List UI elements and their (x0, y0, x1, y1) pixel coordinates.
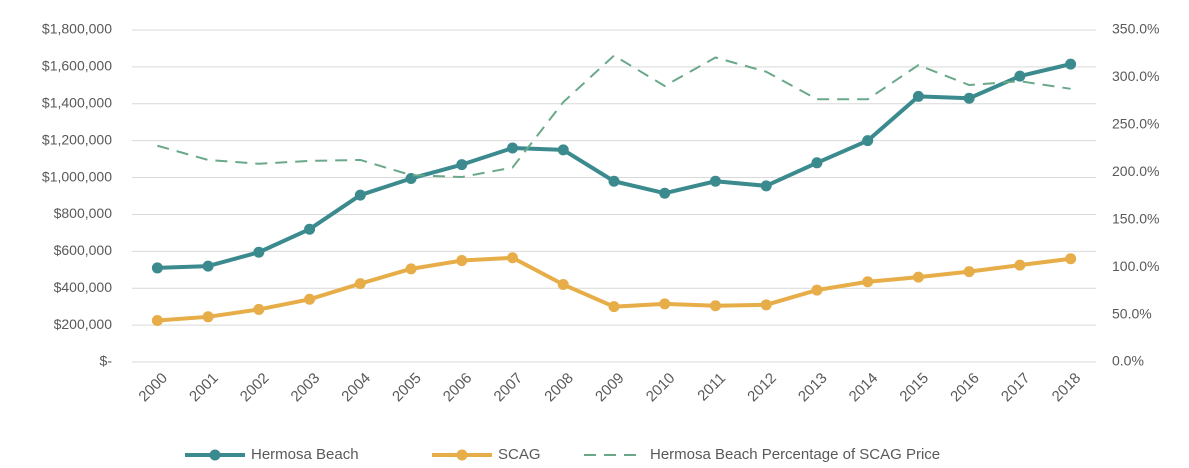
series-marker (963, 92, 975, 104)
series-marker (1014, 70, 1026, 82)
series-marker (253, 246, 265, 258)
series-marker (405, 263, 417, 275)
x-tick-label: 2010 (643, 370, 679, 406)
y-tick-label: $600,000 (54, 242, 113, 258)
x-tick-label: 2007 (491, 370, 527, 406)
series-marker (608, 175, 620, 187)
series-marker (304, 223, 316, 235)
y-tick-label: $800,000 (54, 205, 113, 221)
legend-label: SCAG (498, 446, 541, 463)
series-marker (760, 299, 772, 311)
series-marker (557, 144, 569, 156)
x-tick-label: 2016 (947, 370, 983, 406)
x-tick-label: 2009 (592, 370, 628, 406)
x-tick-label: 2006 (440, 370, 476, 406)
x-tick-label: 2018 (1049, 370, 1085, 406)
x-tick-label: 2004 (338, 370, 374, 406)
x-tick-label: 2002 (237, 370, 273, 406)
series-line (157, 62, 1072, 270)
series-marker (760, 180, 772, 192)
y2-tick-label: 350.0% (1112, 21, 1159, 37)
series-line (157, 54, 1071, 179)
series-marker (1065, 253, 1077, 265)
series-marker (912, 90, 924, 102)
x-tick-label: 2013 (795, 370, 831, 406)
series-marker (557, 279, 569, 291)
x-tick-label: 2011 (694, 370, 729, 405)
x-tick-label: 2003 (288, 370, 324, 406)
series-marker (202, 311, 214, 323)
series-marker (709, 300, 721, 312)
series-marker (1065, 58, 1077, 70)
legend-marker (456, 449, 468, 461)
y2-tick-label: 0.0% (1112, 353, 1144, 369)
y-tick-label: $200,000 (54, 316, 113, 332)
series-marker (354, 189, 366, 201)
x-tick-label: 2015 (896, 370, 932, 406)
y-tick-label: $1,600,000 (42, 58, 112, 74)
y-tick-label: $400,000 (54, 279, 113, 295)
series-marker (811, 157, 823, 169)
series-marker (963, 266, 975, 278)
series-marker (151, 315, 163, 326)
series-marker (862, 276, 874, 288)
series-marker (1014, 259, 1026, 271)
series-marker (709, 175, 721, 187)
y-tick-label: $1,200,000 (42, 131, 112, 147)
y-tick-label: $1,000,000 (42, 168, 112, 184)
series-marker (811, 284, 823, 296)
series-marker (912, 271, 924, 283)
y2-tick-label: 200.0% (1112, 163, 1159, 179)
series-marker (354, 278, 366, 290)
series-marker (862, 135, 874, 147)
y2-tick-label: 100.0% (1112, 258, 1159, 274)
x-tick-label: 2000 (135, 370, 171, 406)
y-tick-label: $- (100, 353, 113, 369)
y-tick-label: $1,400,000 (42, 94, 112, 110)
series-marker (659, 298, 671, 310)
x-tick-label: 2017 (998, 370, 1034, 406)
x-tick-label: 2001 (186, 370, 222, 406)
series-marker (608, 301, 620, 313)
series-marker (202, 260, 214, 272)
y2-tick-label: 250.0% (1112, 116, 1159, 132)
x-tick-label: 2012 (744, 370, 780, 406)
x-tick-label: 2005 (389, 370, 425, 406)
series-marker (659, 187, 671, 199)
x-tick-label: 2014 (846, 370, 882, 406)
series-marker (456, 255, 468, 267)
series-marker (304, 293, 316, 305)
legend-label: Hermosa Beach (251, 446, 359, 463)
y2-tick-label: 300.0% (1112, 68, 1159, 84)
series-marker (253, 303, 265, 315)
series-marker (507, 142, 519, 154)
y2-tick-label: 150.0% (1112, 210, 1159, 226)
series-marker (507, 252, 519, 264)
legend-label: Hermosa Beach Percentage of SCAG Price (650, 446, 940, 463)
series-marker (456, 159, 468, 171)
y2-tick-label: 50.0% (1112, 305, 1152, 321)
legend-marker (209, 449, 221, 461)
y-tick-label: $1,800,000 (42, 21, 112, 37)
series-marker (151, 262, 163, 274)
x-tick-label: 2008 (541, 370, 577, 406)
